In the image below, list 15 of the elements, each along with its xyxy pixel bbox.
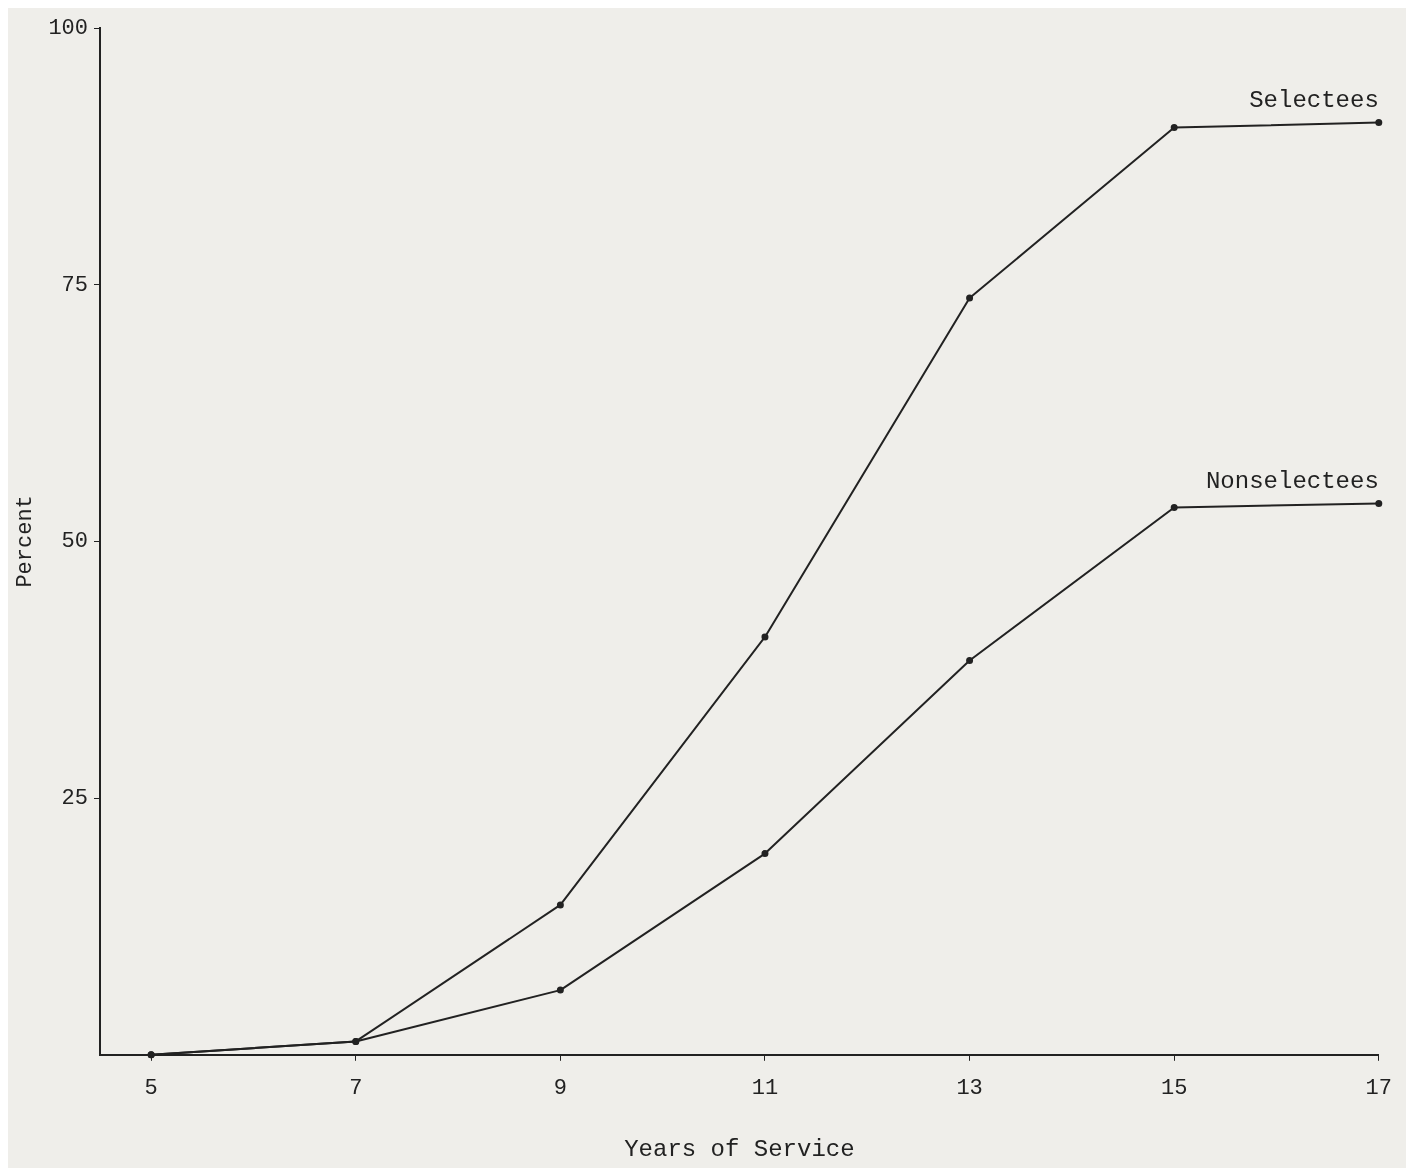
series-label: Nonselectees	[1205, 467, 1379, 495]
y-tick-label: 25	[61, 785, 89, 811]
y-tick-label: 100	[48, 15, 89, 41]
x-tick-label: 7	[349, 1075, 363, 1101]
x-tick-label: 15	[1160, 1075, 1188, 1101]
x-tick-label: 13	[956, 1075, 983, 1101]
x-tick-label: 11	[751, 1075, 779, 1101]
y-tick-label: 50	[61, 529, 89, 555]
y-tick-label: 75	[61, 272, 89, 298]
x-tick-label: 17	[1365, 1075, 1392, 1101]
x-tick-label: 5	[144, 1075, 158, 1101]
x-tick-label: 9	[553, 1075, 567, 1101]
y-axis-title: Percent	[13, 495, 39, 588]
x-axis-title: Years of Service	[624, 1135, 855, 1163]
series-label: Selectees	[1249, 86, 1379, 114]
